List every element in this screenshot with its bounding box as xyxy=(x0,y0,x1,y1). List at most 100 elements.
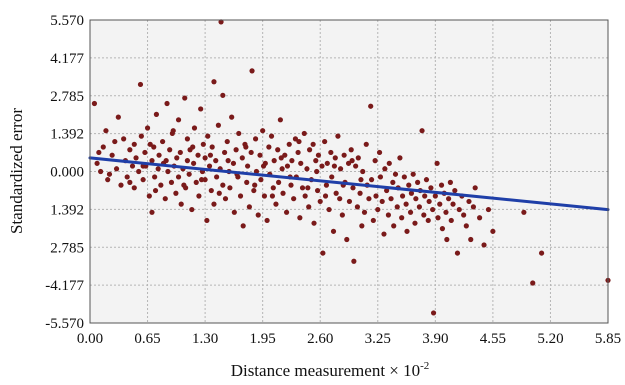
data-point xyxy=(368,177,375,183)
data-point xyxy=(376,149,383,156)
data-point xyxy=(133,155,139,161)
data-point xyxy=(447,179,453,185)
data-point xyxy=(470,204,477,210)
data-point xyxy=(298,160,304,166)
data-point xyxy=(341,152,347,158)
data-point xyxy=(138,133,144,139)
data-point xyxy=(243,144,249,150)
data-point xyxy=(137,81,144,88)
trend-line xyxy=(88,156,610,212)
data-point xyxy=(375,206,381,213)
data-point xyxy=(354,204,361,210)
data-point xyxy=(115,114,121,120)
data-point xyxy=(381,231,387,237)
data-point xyxy=(363,141,369,147)
x-tick-label: 2.60 xyxy=(307,331,333,347)
data-point xyxy=(426,198,432,205)
data-point xyxy=(450,201,456,207)
data-point xyxy=(322,193,329,199)
data-point xyxy=(463,223,469,229)
data-point xyxy=(329,174,335,180)
data-point xyxy=(167,147,173,153)
data-point xyxy=(408,190,415,196)
data-point xyxy=(357,190,363,196)
plot-panel xyxy=(90,20,608,323)
data-point xyxy=(206,163,213,169)
data-point xyxy=(306,147,313,153)
data-point xyxy=(252,182,258,188)
data-point xyxy=(255,212,261,218)
data-point xyxy=(370,217,376,224)
data-point xyxy=(106,171,113,177)
y-tick-label: 0.000 xyxy=(50,165,84,181)
data-point xyxy=(103,128,109,134)
data-point xyxy=(349,158,355,164)
data-point xyxy=(173,190,179,196)
data-point xyxy=(158,182,164,188)
data-point xyxy=(168,179,175,185)
data-point xyxy=(353,163,359,169)
plot-frame xyxy=(89,19,609,324)
data-point xyxy=(237,193,244,199)
data-point xyxy=(434,160,440,166)
data-point xyxy=(384,187,390,194)
data-point xyxy=(233,147,239,153)
y-tick-label: 1.392 xyxy=(50,127,84,143)
data-point xyxy=(485,206,492,213)
data-point xyxy=(221,149,228,156)
x-tick-label: 4.55 xyxy=(480,331,506,347)
data-point xyxy=(229,114,235,120)
data-point xyxy=(415,179,421,185)
data-point xyxy=(113,166,120,172)
x-tick-label: 3.25 xyxy=(365,331,391,347)
data-point xyxy=(368,103,374,109)
data-point xyxy=(315,152,322,158)
data-point xyxy=(425,217,431,224)
y-tick-label: 5.570 xyxy=(50,13,84,29)
data-point xyxy=(292,136,299,142)
data-point xyxy=(218,19,224,25)
data-point xyxy=(270,185,276,191)
y-tick-label: 2.785 xyxy=(50,240,84,256)
data-point xyxy=(314,187,321,194)
data-point xyxy=(392,171,399,177)
data-point xyxy=(230,160,237,166)
data-point xyxy=(181,182,187,188)
data-point xyxy=(410,171,416,177)
data-point xyxy=(372,158,378,164)
data-point xyxy=(448,217,454,224)
data-point xyxy=(311,220,317,226)
data-point xyxy=(191,160,197,166)
data-point xyxy=(131,141,137,147)
data-point xyxy=(269,193,276,199)
data-point xyxy=(207,152,214,158)
x-axis-label: Distance measurement × 10-2 xyxy=(231,360,430,380)
data-point xyxy=(186,171,192,177)
data-point xyxy=(351,258,357,264)
data-point xyxy=(297,215,303,221)
data-point xyxy=(142,149,148,156)
y-tick-label: 1.392 xyxy=(50,202,84,218)
data-point xyxy=(220,182,226,188)
data-point xyxy=(227,185,233,191)
data-point xyxy=(394,204,400,210)
data-point xyxy=(204,217,210,224)
data-point xyxy=(302,193,308,199)
data-point xyxy=(118,182,124,188)
data-point xyxy=(260,128,266,134)
y-tick-label: 2.785 xyxy=(50,89,84,105)
data-point xyxy=(277,117,283,123)
data-point xyxy=(131,185,137,191)
data-point xyxy=(94,160,100,166)
data-point xyxy=(240,223,246,229)
data-point xyxy=(162,196,168,202)
data-points xyxy=(91,19,611,316)
data-point xyxy=(184,158,191,164)
data-point xyxy=(388,196,394,202)
data-point xyxy=(260,163,267,169)
data-point xyxy=(421,212,427,218)
data-point xyxy=(444,236,450,243)
data-point xyxy=(244,179,250,185)
data-point xyxy=(190,144,196,150)
y-tick-label: 4.177 xyxy=(50,51,84,67)
